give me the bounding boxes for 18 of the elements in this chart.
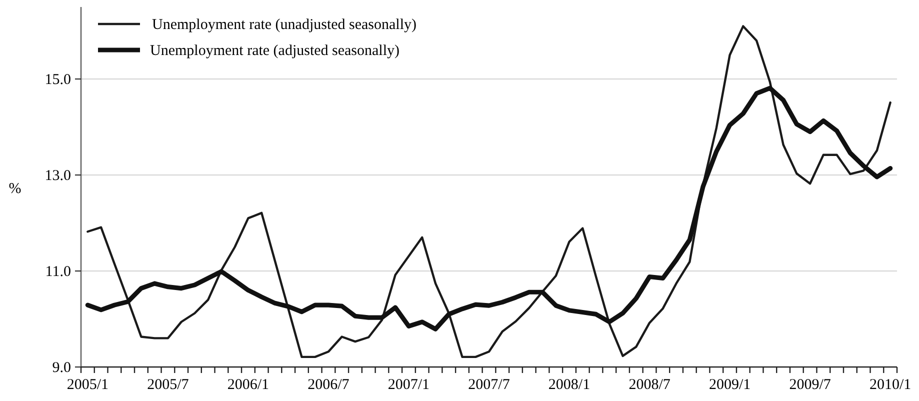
x-tick-label: 2006/7 (308, 377, 350, 393)
x-tick-label: 2009/7 (789, 377, 832, 393)
x-tick-label: 2008/7 (628, 377, 671, 393)
legend-label: Unemployment rate (unadjusted seasonally) (152, 17, 417, 33)
x-tick-label: 2007/7 (468, 377, 510, 393)
y-axis-title: % (8, 181, 22, 197)
legend-label: Unemployment rate (adjusted seasonally) (150, 43, 400, 59)
x-tick-label: 2007/1 (388, 377, 430, 393)
y-tick-label: 13.0 (44, 168, 71, 184)
x-tick-label: 2006/1 (227, 377, 270, 393)
x-tick-label: 2005/1 (66, 377, 109, 393)
y-tick-label: 9.0 (52, 360, 71, 376)
x-tick-label: 2005/7 (147, 377, 190, 393)
y-tick-label: 11.0 (45, 264, 71, 280)
x-tick-label: 2010/1 (869, 377, 912, 393)
x-tick-label: 2009/1 (708, 377, 751, 393)
x-tick-label: 2008/1 (548, 377, 590, 393)
y-tick-label: 15.0 (44, 72, 71, 88)
